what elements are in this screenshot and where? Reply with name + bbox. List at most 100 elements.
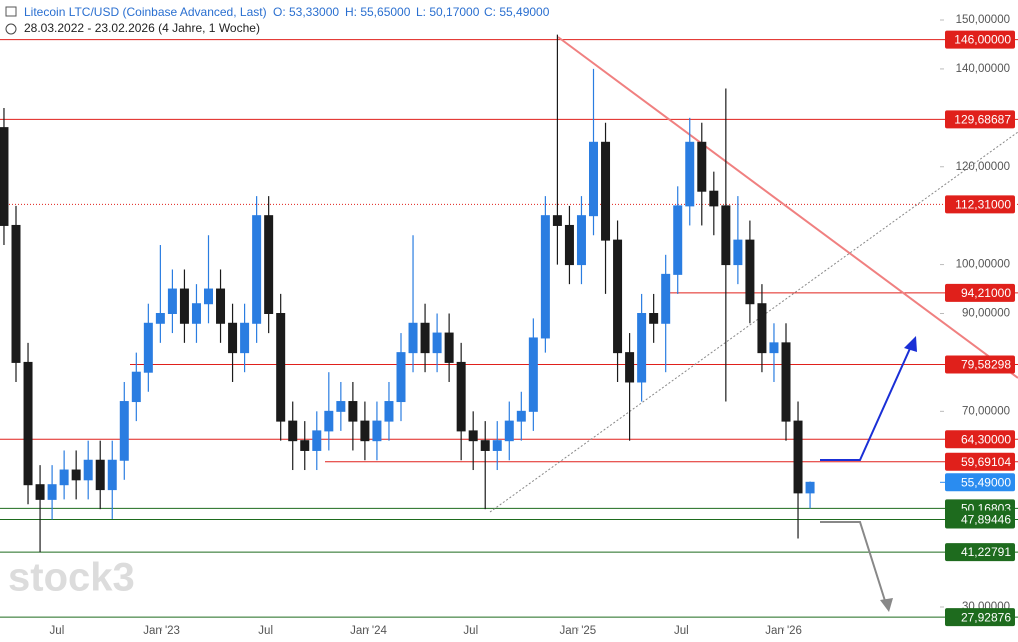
arrow-head [904,336,917,352]
candle-body [444,332,454,363]
candle-body [468,430,478,442]
x-tick-label: Jul [50,625,65,637]
trend-line [489,131,1018,513]
candle-body [11,224,21,363]
level-label: 79,58298 [961,358,1011,372]
candle-body [264,215,274,314]
candles-layer [0,34,815,553]
candle-body [745,239,755,305]
level-box [945,355,1015,374]
chart-title: Litecoin LTC/USD (Coinbase Advanced, Las… [24,5,267,19]
candle-body [589,141,599,217]
level-box [945,110,1015,129]
candle-body [769,342,779,354]
candle-body [95,459,105,491]
x-tick-label: Jan '24 [350,625,387,637]
arrow [820,343,913,461]
candle-body [312,430,322,451]
y-tick-label: 100,00000 [956,259,1010,271]
candle-body [384,401,394,422]
candle-body [709,190,719,207]
level-box [945,430,1015,449]
ohlc-label: L: 50,17000 [416,5,480,19]
candle-body [107,459,117,491]
arrow-head [880,598,893,612]
candle-body [47,484,57,500]
watermark: stock3 [8,556,135,600]
candle-body [0,127,9,226]
candle-body [155,313,165,324]
candle-body [504,420,514,442]
trend-line [557,36,1018,379]
x-tick-label: Jul [258,625,273,637]
candle-body [492,440,502,451]
candle-body [324,410,334,432]
x-tick-label: Jan '26 [765,625,802,637]
level-label: 47,89446 [961,513,1011,527]
candle-body [35,484,45,500]
candle-body [288,420,298,442]
candle-body [396,352,406,403]
candle-body [564,224,574,266]
candle-body [216,288,226,324]
chart-icon [5,6,17,17]
candle-body [456,361,466,432]
clock-icon [5,23,17,35]
candle-body [372,420,382,442]
candle-body [348,401,358,422]
y-tick-label: 90,00000 [962,308,1010,320]
x-tick-label: Jul [674,625,689,637]
candle-body [59,469,69,486]
level-box [945,195,1015,214]
candle-body [360,420,370,442]
level-label: 146,00000 [954,33,1011,47]
labels-layer: 146,00000 129,68687 112,31000 94,21000 79,58… [940,30,1015,627]
candle-body [143,322,153,373]
candle-body [480,440,490,451]
level-label: 94,21000 [961,286,1011,300]
candle-body [336,401,346,412]
candle-body [552,215,562,226]
ohlc-label: H: 55,65000 [345,5,411,19]
candle-body [649,313,659,324]
candle-body [23,361,33,486]
candle-body [757,303,767,354]
candle-body [576,215,586,266]
last-price-box [945,473,1015,492]
candle-body [119,401,129,461]
level-box [945,543,1015,562]
candle-body [721,205,731,266]
x-tick-label: Jan '23 [143,625,180,637]
candle-body [697,141,707,192]
candle-body [625,352,635,383]
candle-body [300,440,310,451]
level-label: 41,22791 [961,545,1011,559]
level-label: 129,68687 [954,113,1011,127]
ticks-layer: 30,0000070,0000090,00000100,00000120,000… [50,14,1010,637]
y-tick-label: 140,00000 [956,63,1010,75]
level-label: 27,92876 [961,610,1011,624]
level-box [945,283,1015,302]
candle-body [528,337,538,412]
last-price-label: 55,49000 [961,475,1011,489]
candle-body [167,288,177,314]
candle-body [131,371,141,403]
candle-body [793,420,803,494]
candle-body [408,322,418,354]
x-tick-label: Jul [463,625,478,637]
candle-body [781,342,791,422]
candle-body [83,459,93,481]
candle-body [432,332,442,354]
arrow [820,521,887,605]
y-tick-label: 150,00000 [956,14,1010,26]
level-box [945,510,1015,529]
candle-body [252,215,262,324]
ohlc-label: O: 53,33000 [273,5,339,19]
candle-body [733,239,743,266]
y-tick-label: 120,00000 [956,161,1010,173]
candle-body [805,481,815,494]
chart-subtitle: 28.03.2022 - 23.02.2026 (4 Jahre, 1 Woch… [24,21,260,35]
level-box [945,30,1015,49]
